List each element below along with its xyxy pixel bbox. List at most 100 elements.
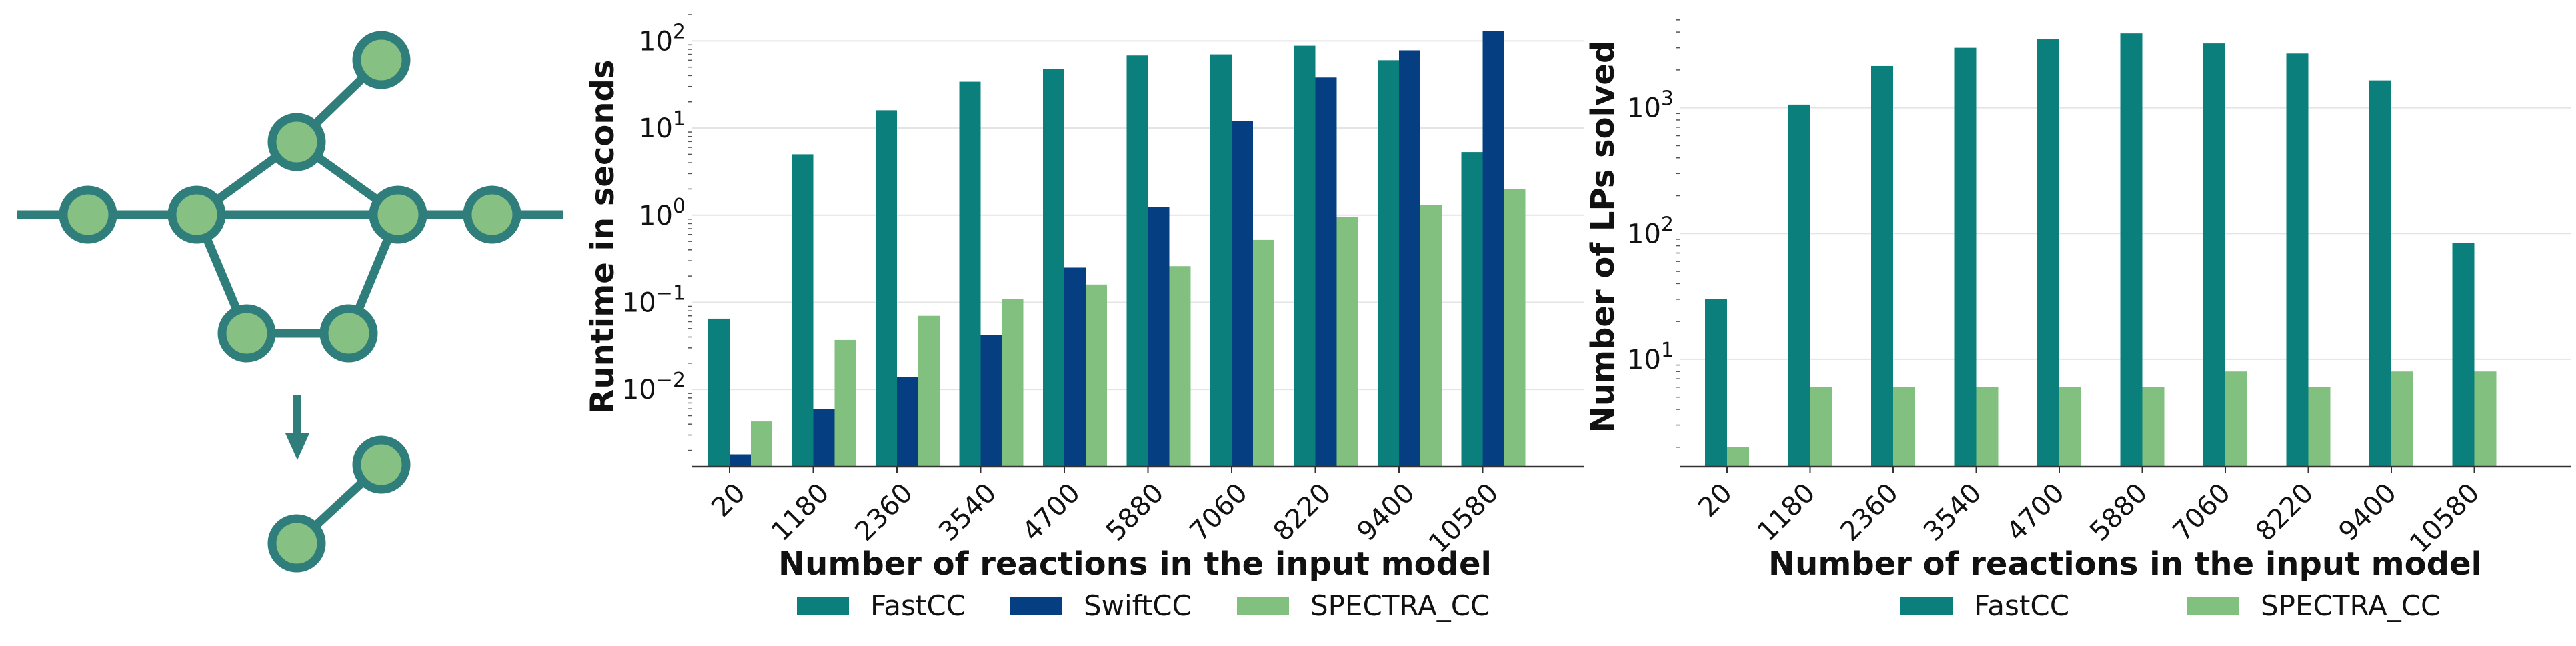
bar-swiftcc	[1482, 31, 1504, 467]
x-tick-label: 9400	[2333, 477, 2403, 547]
bar-spectra_cc	[1727, 447, 1749, 467]
bar-fastcc	[1871, 65, 1893, 467]
bar-fastcc	[1210, 54, 1232, 467]
bar-fastcc	[1461, 152, 1483, 467]
graph-node	[369, 185, 427, 244]
bar-fastcc	[792, 154, 814, 467]
graph-nodes	[59, 31, 521, 573]
x-tick-label: 4700	[1016, 477, 1086, 547]
x-tick-label: 5880	[1100, 477, 1170, 547]
axes	[1676, 19, 2571, 473]
x-tick-label: 7060	[2167, 477, 2237, 547]
legend-label: SPECTRA_CC	[2261, 589, 2440, 622]
bar-spectra_cc	[1169, 266, 1191, 467]
x-tick-label: 20	[706, 477, 752, 523]
y-tick-label: 103	[1627, 87, 1674, 124]
x-tick-label: 5880	[2084, 477, 2154, 547]
bar-fastcc	[2452, 243, 2475, 467]
y-tick-labels: 101 102 103	[1627, 87, 1674, 375]
lps-solved-chart: 101 102 103 20 1180 2360 3540 4700 5880 7060 8220…	[1584, 19, 2571, 622]
legend-swatch	[1237, 597, 1289, 615]
bar-spectra_cc	[2142, 387, 2165, 467]
bar-spectra_cc	[1336, 217, 1358, 467]
y-tick-label: 10−1	[622, 281, 686, 318]
runtime-chart: 10−2 10−1 100 101 102 20 1180 2360 3540 4700 5880…	[584, 14, 1584, 622]
graph-node	[319, 304, 378, 363]
bar-spectra_cc	[2059, 387, 2081, 467]
bar-fastcc	[876, 110, 897, 467]
x-axis-title: Number of reactions in the input model	[1768, 545, 2482, 583]
graph-node	[352, 435, 411, 494]
bar-spectra_cc	[1420, 205, 1442, 467]
bar-spectra_cc	[1893, 387, 1915, 467]
bar-spectra_cc	[918, 315, 940, 467]
bar-spectra_cc	[1810, 387, 1832, 467]
bar-swiftcc	[980, 335, 1002, 467]
bars	[708, 31, 1526, 467]
x-tick-label: 2360	[1834, 477, 1904, 547]
x-tick-label: 8220	[2250, 477, 2320, 547]
down-arrow-icon	[285, 395, 309, 460]
bar-fastcc	[2120, 33, 2143, 467]
graph-node	[352, 31, 411, 89]
bar-fastcc	[1126, 55, 1148, 467]
bar-spectra_cc	[2391, 371, 2413, 467]
bar-spectra_cc	[1504, 189, 1526, 467]
axes	[688, 14, 1584, 473]
graph-node	[217, 304, 276, 363]
bar-fastcc	[959, 81, 981, 467]
x-tick-label: 3540	[933, 477, 1003, 547]
bar-fastcc	[1788, 104, 1810, 467]
bar-spectra_cc	[751, 421, 772, 467]
y-tick-label: 101	[1627, 339, 1674, 375]
x-axis-title: Number of reactions in the input model	[778, 545, 1492, 583]
bar-fastcc	[2037, 39, 2059, 467]
graph-node	[267, 514, 326, 573]
bar-fastcc	[1954, 47, 1977, 467]
bar-fastcc	[1043, 69, 1064, 467]
x-tick-label: 4700	[2001, 477, 2071, 547]
network-reduction-diagram	[17, 31, 563, 573]
legend-label: FastCC	[1974, 589, 2069, 622]
y-tick-label: 102	[1627, 213, 1674, 249]
bar-swiftcc	[1148, 207, 1170, 467]
x-tick-label: 9400	[1351, 477, 1421, 547]
y-tick-label: 100	[639, 195, 686, 231]
bar-spectra_cc	[1086, 284, 1107, 467]
y-tick-label: 101	[639, 107, 686, 144]
legend: FastCC SPECTRA_CC	[1900, 589, 2440, 622]
legend-label: SwiftCC	[1084, 589, 1192, 622]
bar-fastcc	[1378, 60, 1399, 467]
bar-swiftcc	[1232, 121, 1253, 467]
legend-label: FastCC	[870, 589, 966, 622]
bar-spectra_cc	[2308, 387, 2331, 467]
y-tick-label: 10−2	[622, 369, 686, 405]
bar-fastcc	[708, 318, 730, 467]
bar-fastcc	[2203, 43, 2225, 467]
bar-swiftcc	[897, 377, 918, 467]
x-tick-label: 2360	[849, 477, 919, 547]
bar-fastcc	[1705, 299, 1727, 467]
x-tick-label: 7060	[1184, 477, 1254, 547]
y-tick-label: 102	[639, 20, 686, 57]
bar-swiftcc	[1064, 267, 1086, 467]
bars	[1705, 33, 2497, 467]
legend: FastCC SwiftCC SPECTRA_CC	[797, 589, 1490, 622]
legend-swatch	[1010, 597, 1062, 615]
graph-node	[167, 185, 226, 244]
graph-node	[59, 185, 117, 244]
y-tick-labels: 10−2 10−1 100 101 102	[622, 20, 686, 405]
bar-spectra_cc	[1253, 239, 1274, 467]
bar-swiftcc	[1399, 50, 1420, 467]
y-axis-title: Runtime in seconds	[584, 60, 621, 414]
bar-fastcc	[1294, 45, 1316, 467]
legend-swatch	[797, 597, 849, 615]
bar-swiftcc	[1315, 77, 1337, 467]
x-tick-label: 1180	[766, 477, 836, 547]
bar-spectra_cc	[1976, 387, 1999, 467]
bar-swiftcc	[730, 454, 751, 467]
bar-spectra_cc	[1002, 299, 1024, 467]
x-tick-label: 8220	[1268, 477, 1338, 547]
legend-swatch	[2187, 597, 2239, 615]
